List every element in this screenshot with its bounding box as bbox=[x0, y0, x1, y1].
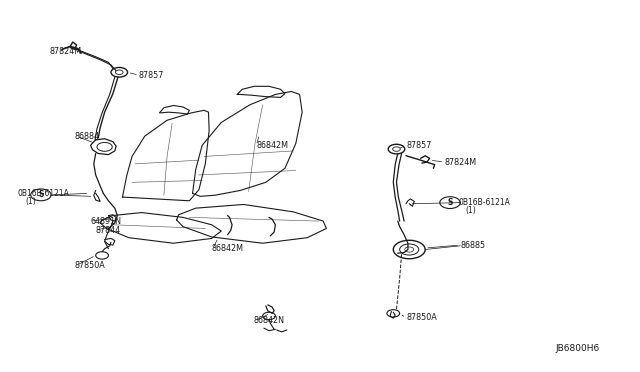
Text: 0B16B-6121A: 0B16B-6121A bbox=[17, 189, 69, 198]
Text: 0B16B-6121A: 0B16B-6121A bbox=[459, 198, 511, 207]
Text: 86842M: 86842M bbox=[256, 141, 288, 150]
Text: 86884: 86884 bbox=[75, 132, 100, 141]
Text: S: S bbox=[38, 190, 44, 199]
Text: JB6800H6: JB6800H6 bbox=[556, 344, 600, 353]
Text: 87844: 87844 bbox=[96, 226, 121, 235]
Text: 87850A: 87850A bbox=[75, 261, 106, 270]
Text: (1): (1) bbox=[26, 197, 36, 206]
Text: 87824M: 87824M bbox=[444, 157, 476, 167]
Text: 87850A: 87850A bbox=[406, 313, 436, 322]
Text: 87857: 87857 bbox=[138, 71, 164, 80]
Text: 87857: 87857 bbox=[406, 141, 431, 150]
Text: (1): (1) bbox=[465, 206, 476, 215]
Text: 64891N: 64891N bbox=[91, 217, 122, 225]
Text: 87824M: 87824M bbox=[49, 47, 81, 56]
Text: S: S bbox=[447, 198, 452, 207]
Text: 86842M: 86842M bbox=[212, 244, 244, 253]
Text: 86842N: 86842N bbox=[253, 316, 284, 325]
Text: 86885: 86885 bbox=[460, 241, 485, 250]
